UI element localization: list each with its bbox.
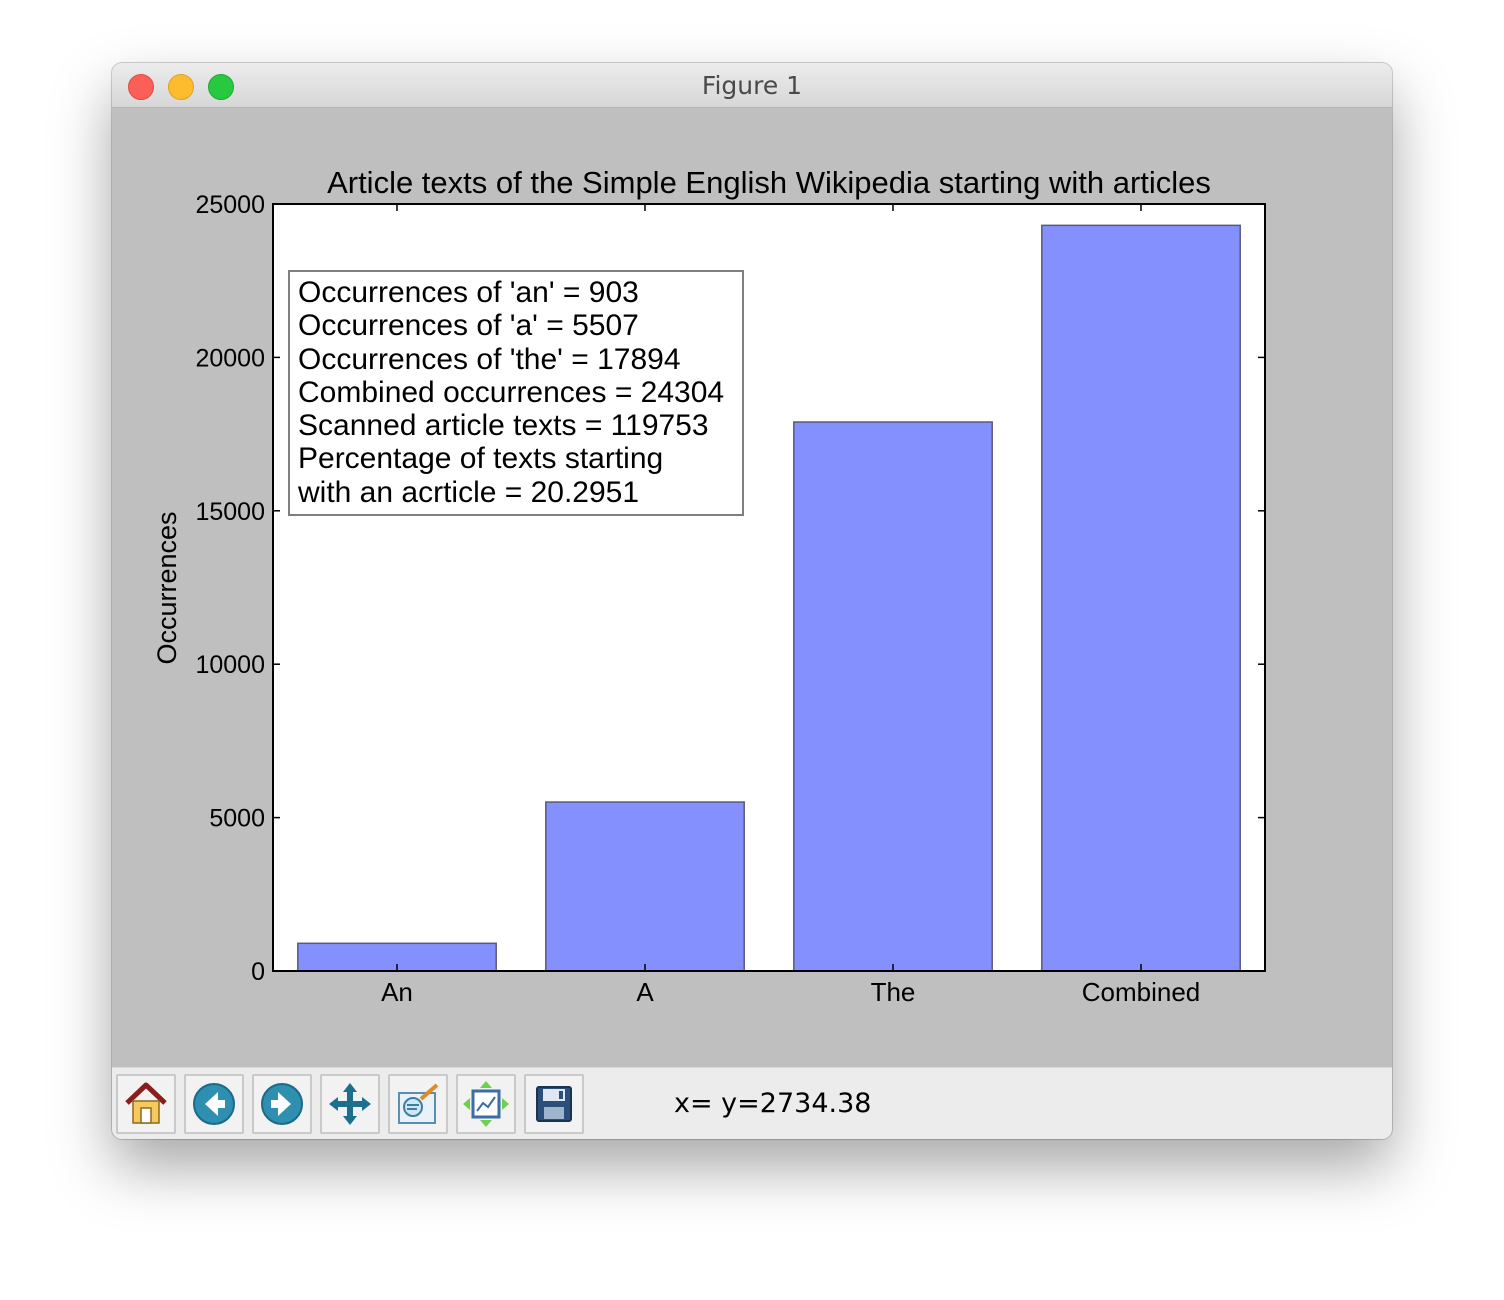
title-bar[interactable]: Figure 1 — [112, 63, 1392, 108]
y-axis-label: Occurrences — [152, 511, 182, 664]
y-tick-label: 0 — [251, 958, 265, 986]
floppy-disk-icon — [536, 1086, 572, 1122]
minimize-button[interactable] — [168, 74, 194, 100]
figure-canvas[interactable]: An A The Combined 0 5000 10000 15000 20000 25000 … — [112, 108, 1392, 1067]
bars-group — [297, 224, 1241, 972]
maximize-button[interactable] — [208, 74, 234, 100]
stats-annotation-box: Occurrences of 'an' = 903 Occurrences of … — [288, 270, 744, 516]
annotation-line: Occurrences of 'the' = 17894 — [298, 342, 681, 376]
back-button[interactable] — [184, 1074, 244, 1134]
pan-button[interactable] — [320, 1074, 380, 1134]
chart-title: Article texts of the Simple English Wiki… — [327, 165, 1211, 200]
x-tick-label: An — [381, 977, 413, 1007]
annotation-line: Combined occurrences = 24304 — [298, 375, 725, 409]
subplots-icon — [463, 1081, 509, 1127]
axes-frame — [272, 203, 1266, 972]
y-tick-label: 15000 — [195, 498, 265, 526]
subplots-button[interactable] — [456, 1074, 516, 1134]
home-button[interactable] — [116, 1074, 176, 1134]
forward-button[interactable] — [252, 1074, 312, 1134]
close-button[interactable] — [128, 74, 154, 100]
arrow-left-icon — [193, 1083, 235, 1125]
x-tick-label: The — [871, 977, 916, 1007]
bar-chart: An A The Combined0500010000150002000025000 … — [152, 165, 1266, 1007]
move-icon — [329, 1083, 371, 1125]
bar-the — [793, 421, 993, 972]
home-icon — [125, 1082, 167, 1124]
x-tick-label: Combined — [1082, 977, 1201, 1007]
cursor-coordinates: x= y=2734.38 — [674, 1088, 872, 1119]
y-tick-label: 10000 — [195, 651, 265, 679]
annotation-line: Percentage of texts starting — [298, 442, 664, 476]
save-button[interactable] — [524, 1074, 584, 1134]
annotation-line: with an acrticle = 20.2951 — [298, 475, 640, 509]
y-tick-label: 5000 — [209, 805, 265, 833]
bar-combined — [1041, 224, 1241, 972]
annotation-line: Occurrences of 'an' = 903 — [298, 276, 639, 309]
figure-window: Figure 1 An A The Combined 0 5000 10000 15000 20… — [112, 63, 1392, 1139]
navigation-toolbar: x= y=2734.38 — [112, 1067, 1392, 1139]
window-title: Figure 1 — [701, 71, 803, 100]
annotation-line: Scanned article texts = 119753 — [298, 409, 709, 443]
y-tick-label: 25000 — [195, 191, 265, 219]
bar-a — [545, 801, 745, 972]
zoom-button[interactable] — [388, 1074, 448, 1134]
annotation-line: Occurrences of 'a' = 5507 — [298, 309, 639, 343]
zoom-rect-icon — [398, 1083, 439, 1124]
y-tick-label: 20000 — [195, 344, 265, 372]
x-tick-label: A — [636, 977, 654, 1007]
ticks-group: An A The Combined 0 5000 10000 15000 20000 25000 — [195, 191, 1265, 1007]
arrow-right-icon — [261, 1083, 303, 1125]
